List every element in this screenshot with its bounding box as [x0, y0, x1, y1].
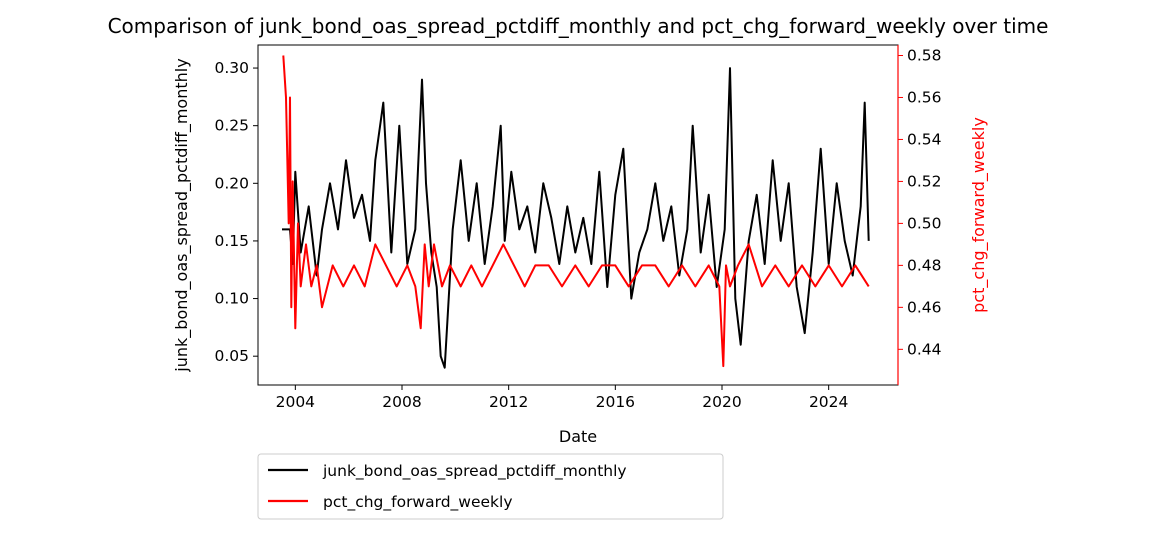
y-right-tick-label: 0.58	[907, 46, 942, 64]
legend: junk_bond_oas_spread_pctdiff_monthly pct…	[257, 453, 724, 520]
x-axis: 2004 2008 2012 2016 2020 2024	[276, 385, 848, 411]
x-tick-label: 2008	[382, 393, 421, 411]
x-axis-label: Date	[559, 427, 597, 446]
y-right-tick-label: 0.54	[907, 130, 942, 148]
y-right-tick-label: 0.44	[907, 340, 942, 358]
y-right-tick-label: 0.56	[907, 88, 942, 106]
y-right-tick-label: 0.50	[907, 214, 942, 232]
x-tick-label: 2004	[276, 393, 315, 411]
series-line-pct-chg	[282, 55, 870, 368]
y-left-tick-label: 0.05	[214, 347, 249, 365]
x-tick-label: 2024	[809, 393, 848, 411]
legend-label-junk-bond: junk_bond_oas_spread_pctdiff_monthly	[322, 462, 627, 481]
y-right-tick-label: 0.46	[907, 298, 942, 316]
x-tick-label: 2012	[489, 393, 528, 411]
y-axis-right-label: pct_chg_forward_weekly	[969, 117, 989, 313]
y-left-tick-label: 0.20	[214, 174, 249, 192]
x-tick-label: 2020	[702, 393, 741, 411]
plot-lines	[282, 55, 870, 369]
y-right-tick-label: 0.48	[907, 256, 942, 274]
y-left-tick-label: 0.30	[214, 59, 249, 77]
series-line-junk-bond	[282, 67, 870, 369]
chart-title: Comparison of junk_bond_oas_spread_pctdi…	[108, 14, 1049, 38]
y-left-tick-label: 0.15	[214, 232, 249, 250]
y-left-tick-label: 0.10	[214, 290, 249, 308]
y-left-tick-label: 0.25	[214, 117, 249, 135]
y-axis-left: 0.05 0.10 0.15 0.20 0.25 0.30	[214, 59, 258, 365]
y-axis-left-label: junk_bond_oas_spread_pctdiff_monthly	[172, 58, 192, 372]
legend-box	[257, 453, 724, 520]
y-right-tick-label: 0.52	[907, 172, 942, 190]
x-tick-label: 2016	[596, 393, 635, 411]
legend-label-pct-chg: pct_chg_forward_weekly	[323, 493, 513, 512]
y-axis-right: 0.44 0.46 0.48 0.50 0.52 0.54 0.56 0.58	[897, 45, 942, 385]
